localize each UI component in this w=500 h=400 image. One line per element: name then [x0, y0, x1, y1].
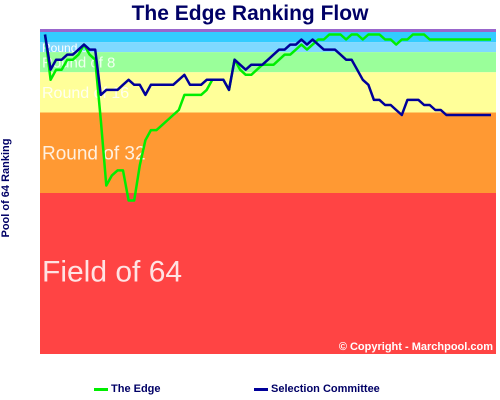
legend-label-the-edge: The Edge	[111, 383, 161, 395]
legend-swatch-selection-committee	[254, 387, 268, 391]
top-stripe	[40, 29, 496, 32]
series-line-selection-committee	[43, 34, 491, 117]
band-top-0	[40, 32, 496, 43]
band-top-1	[40, 42, 496, 53]
legend: The Edge Selection Committee	[0, 380, 500, 400]
band-label-round-of-16: Round of 16	[42, 85, 129, 102]
series-line-the-edge	[43, 33, 491, 202]
chart-title: The Edge Ranking Flow	[131, 2, 369, 25]
band-round-of-32	[40, 112, 496, 193]
legend-label-selection-committee: Selection Committee	[271, 383, 380, 395]
legend-item-the-edge: The Edge	[94, 383, 161, 395]
band-label-field-of-64: Field of 64	[42, 256, 182, 289]
legend-swatch-the-edge	[94, 387, 108, 391]
band-round-of-16	[40, 72, 496, 113]
copyright-text: © Copyright - Marchpool.com	[339, 341, 493, 353]
band-field-of-64	[40, 193, 496, 354]
band-round-of-8	[40, 52, 496, 73]
band-label-round-of-32: Round of 32	[42, 144, 146, 165]
legend-item-selection-committee: Selection Committee	[254, 383, 380, 395]
